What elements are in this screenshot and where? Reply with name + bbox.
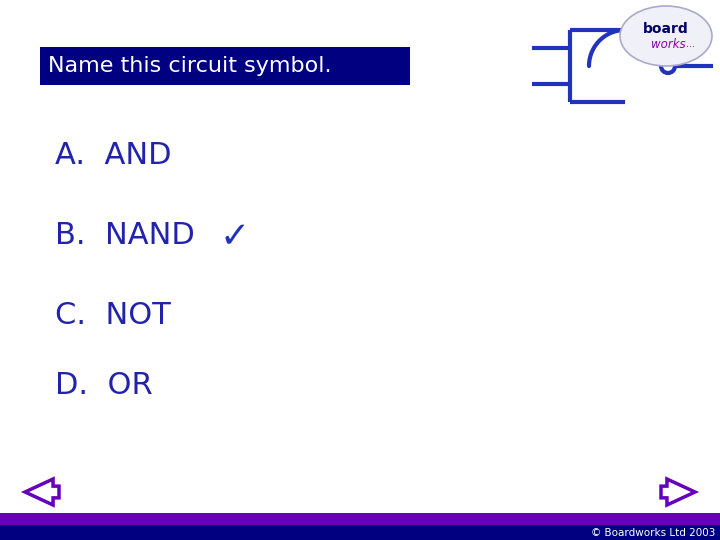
Text: board: board xyxy=(643,22,689,36)
Text: works: works xyxy=(651,37,685,51)
Polygon shape xyxy=(25,479,59,505)
Text: C.  NOT: C. NOT xyxy=(55,300,171,329)
Text: © Boardworks Ltd 2003: © Boardworks Ltd 2003 xyxy=(590,528,715,537)
Bar xyxy=(0,525,720,540)
Text: ...: ... xyxy=(686,39,695,49)
Text: ✓: ✓ xyxy=(220,220,251,254)
Bar xyxy=(40,47,410,85)
Text: D.  OR: D. OR xyxy=(55,370,153,400)
Text: Name this circuit symbol.: Name this circuit symbol. xyxy=(48,56,331,76)
Text: A.  AND: A. AND xyxy=(55,140,171,170)
Bar xyxy=(0,513,720,525)
Polygon shape xyxy=(661,479,695,505)
Ellipse shape xyxy=(620,6,712,66)
Text: B.  NAND: B. NAND xyxy=(55,220,194,249)
